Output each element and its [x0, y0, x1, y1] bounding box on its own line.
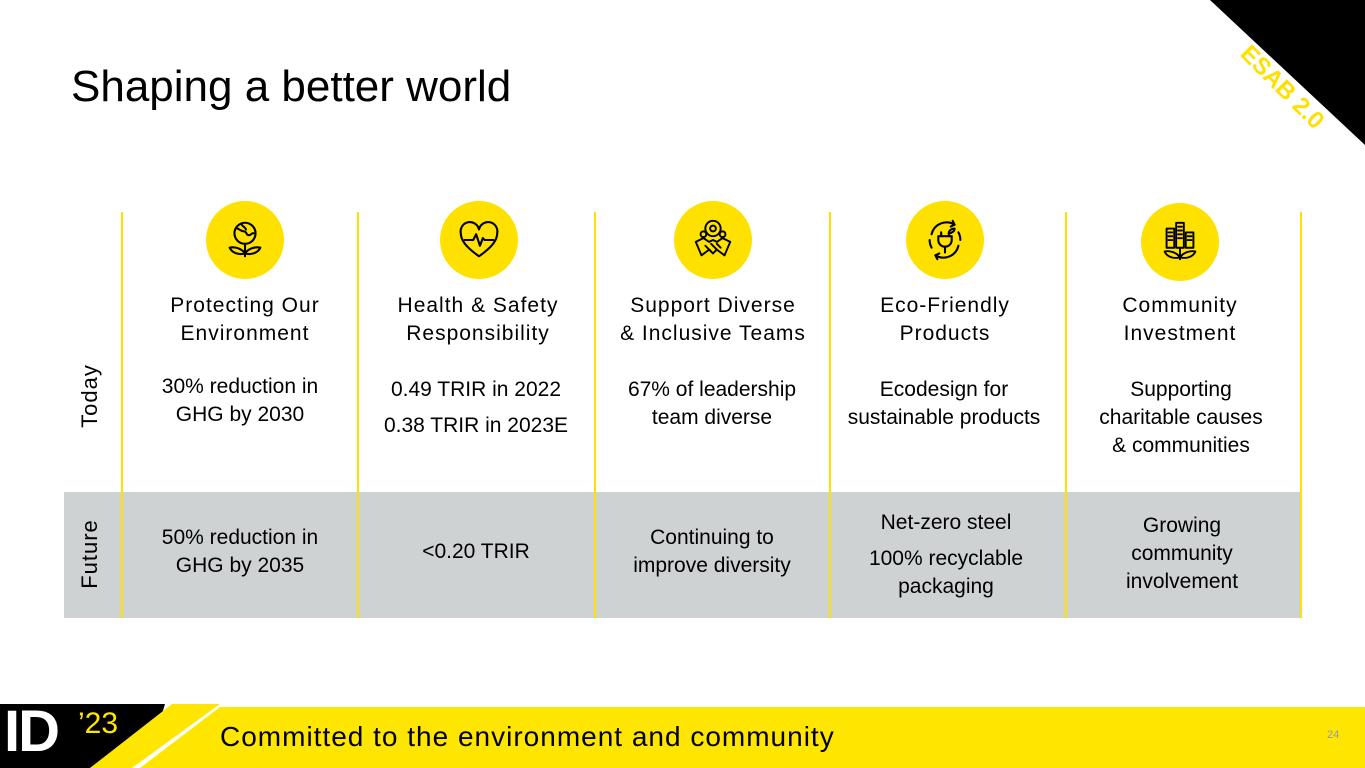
- divider: [829, 212, 831, 618]
- today-cell-diversity: 67% of leadership team diverse: [594, 376, 830, 432]
- col-title-health: Health & Safety Responsibility: [397, 294, 559, 345]
- cell-text: 100% recyclable packaging: [868, 547, 1024, 598]
- divider: [121, 212, 123, 618]
- future-cell-diversity: Continuing to improve diversity: [594, 524, 830, 580]
- divider: [594, 212, 596, 618]
- cell-text: 0.49 TRIR in 2022: [390, 378, 562, 401]
- cell-text: Net-zero steel: [880, 511, 1012, 534]
- logo-id: ID: [4, 699, 60, 764]
- cell-text: Growing community involvement: [1125, 514, 1239, 593]
- corner-badge: [1210, 0, 1365, 145]
- future-cell-products: Net-zero steel 100% recyclable packaging: [828, 509, 1064, 601]
- cell-text: 50% reduction in GHG by 2035: [161, 526, 319, 577]
- page-title: Shaping a better world: [71, 62, 512, 111]
- heart-pulse-icon: [440, 201, 518, 279]
- row-label-future: Future: [77, 519, 102, 589]
- today-cell-community: Supporting charitable causes & communiti…: [1063, 376, 1299, 460]
- cell-text: Continuing to improve diversity: [633, 526, 791, 577]
- city-plant-icon: [1141, 203, 1219, 281]
- eco-plug-icon: [906, 201, 984, 279]
- cell-text: Ecodesign for sustainable products: [847, 378, 1041, 429]
- divider: [1065, 212, 1067, 618]
- cell-text: Supporting charitable causes & communiti…: [1099, 378, 1263, 457]
- globe-plant-icon: [206, 201, 284, 279]
- page-number: 24: [1327, 729, 1340, 741]
- divider: [1300, 212, 1302, 618]
- cell-text: 30% reduction in GHG by 2030: [161, 375, 319, 426]
- team-handshake-icon: [674, 201, 752, 279]
- footer-bar: [0, 707, 1365, 768]
- cell-text: 0.38 TRIR in 2023E: [383, 414, 569, 437]
- logo-year: ’23: [78, 707, 119, 740]
- today-cell-products: Ecodesign for sustainable products: [826, 376, 1062, 432]
- divider: [357, 212, 359, 618]
- col-title-diversity: Support Diverse & Inclusive Teams: [620, 294, 806, 345]
- row-label-today: Today: [77, 364, 102, 428]
- col-title-environment: Protecting Our Environment: [170, 294, 320, 345]
- cell-text: 67% of leadership team diverse: [627, 378, 797, 429]
- future-band: [64, 492, 1302, 618]
- today-cell-health: 0.49 TRIR in 2022 0.38 TRIR in 2023E: [358, 376, 594, 440]
- col-title-community: Community Investment: [1122, 294, 1238, 345]
- future-cell-community: Growing community involvement: [1064, 512, 1300, 596]
- today-cell-environment: 30% reduction in GHG by 2030: [122, 373, 358, 429]
- cell-text: <0.20 TRIR: [422, 540, 530, 563]
- col-title-products: Eco-Friendly Products: [880, 294, 1010, 345]
- footer-tagline: Committed to the environment and communi…: [220, 721, 835, 752]
- future-cell-environment: 50% reduction in GHG by 2035: [122, 524, 358, 580]
- future-cell-health: <0.20 TRIR: [358, 538, 594, 566]
